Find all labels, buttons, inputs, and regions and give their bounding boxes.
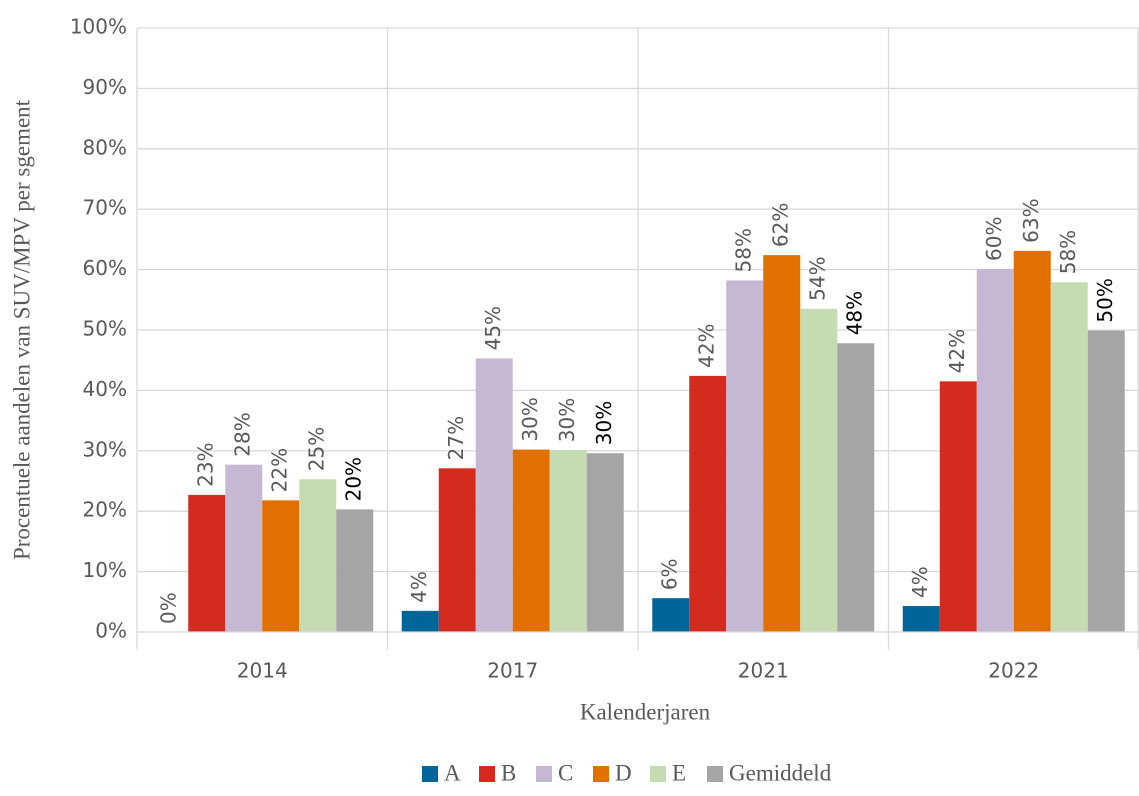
y-tick-label: 20% bbox=[83, 498, 127, 522]
bar bbox=[336, 509, 374, 632]
legend-label: D bbox=[615, 760, 632, 785]
data-label: 58% bbox=[731, 228, 755, 272]
data-label: 25% bbox=[304, 427, 328, 471]
data-label: 58% bbox=[1056, 230, 1080, 274]
x-axis-title: Kalenderjaren bbox=[580, 699, 711, 724]
y-tick-label: 50% bbox=[83, 317, 127, 341]
bar bbox=[837, 343, 875, 632]
data-label: 62% bbox=[768, 203, 792, 247]
legend-label: C bbox=[558, 760, 573, 785]
bar bbox=[800, 308, 838, 632]
y-tick-label: 100% bbox=[70, 15, 127, 39]
y-tick-label: 70% bbox=[83, 196, 127, 220]
y-tick-label: 0% bbox=[95, 619, 127, 643]
bar bbox=[726, 280, 764, 632]
data-label: 48% bbox=[842, 291, 866, 335]
data-label: 4% bbox=[407, 571, 431, 603]
bar bbox=[225, 464, 263, 632]
bar bbox=[689, 375, 727, 632]
legend-swatch bbox=[650, 766, 666, 782]
bar bbox=[1013, 250, 1051, 632]
data-label: 28% bbox=[230, 412, 254, 456]
legend-swatch bbox=[479, 766, 495, 782]
legend-label: E bbox=[672, 760, 686, 785]
data-label: 4% bbox=[908, 566, 932, 598]
data-label: 63% bbox=[1019, 198, 1043, 242]
legend-label: Gemiddeld bbox=[729, 760, 832, 785]
bar bbox=[299, 479, 337, 632]
bar bbox=[475, 358, 513, 632]
legend-label: A bbox=[444, 760, 461, 785]
bar bbox=[549, 450, 587, 632]
y-tick-label: 10% bbox=[83, 558, 127, 582]
y-tick-label: 40% bbox=[83, 377, 127, 401]
data-label: 22% bbox=[267, 448, 291, 492]
y-tick-label: 80% bbox=[83, 135, 127, 159]
bar bbox=[586, 453, 624, 632]
legend-label: B bbox=[501, 760, 516, 785]
bar bbox=[976, 268, 1014, 632]
legend-swatch bbox=[422, 766, 438, 782]
bar bbox=[1087, 330, 1125, 632]
data-label: 27% bbox=[444, 416, 468, 460]
data-label: 6% bbox=[657, 558, 681, 590]
legend-swatch bbox=[593, 766, 609, 782]
y-tick-label: 30% bbox=[83, 437, 127, 461]
bar bbox=[401, 610, 439, 632]
data-label: 42% bbox=[945, 329, 969, 373]
legend-swatch bbox=[707, 766, 723, 782]
data-label: 20% bbox=[341, 457, 365, 501]
data-label: 45% bbox=[481, 306, 505, 350]
y-axis-title: Procentuele aandelen van SUV/MPV per sge… bbox=[9, 99, 34, 560]
data-label: 60% bbox=[982, 217, 1006, 261]
bar bbox=[188, 494, 226, 632]
x-tick-label: 2014 bbox=[237, 659, 288, 683]
x-tick-label: 2022 bbox=[988, 659, 1039, 683]
x-tick-label: 2021 bbox=[738, 659, 789, 683]
bar bbox=[1050, 282, 1088, 632]
data-label: 23% bbox=[193, 442, 217, 486]
bar bbox=[438, 468, 476, 632]
data-label: 30% bbox=[592, 401, 616, 445]
bar bbox=[939, 381, 977, 632]
bar bbox=[512, 449, 550, 632]
y-tick-label: 90% bbox=[83, 75, 127, 99]
bar bbox=[652, 598, 690, 632]
bar bbox=[902, 606, 940, 632]
x-tick-label: 2017 bbox=[487, 659, 538, 683]
data-label: 54% bbox=[805, 256, 829, 300]
y-tick-label: 60% bbox=[83, 256, 127, 280]
data-label: 50% bbox=[1093, 278, 1117, 322]
bar bbox=[763, 255, 801, 632]
bar bbox=[262, 500, 300, 632]
data-label: 30% bbox=[518, 397, 542, 441]
legend-swatch bbox=[536, 766, 552, 782]
data-label: 42% bbox=[694, 323, 718, 367]
data-label: 0% bbox=[156, 592, 180, 624]
data-label: 30% bbox=[555, 398, 579, 442]
